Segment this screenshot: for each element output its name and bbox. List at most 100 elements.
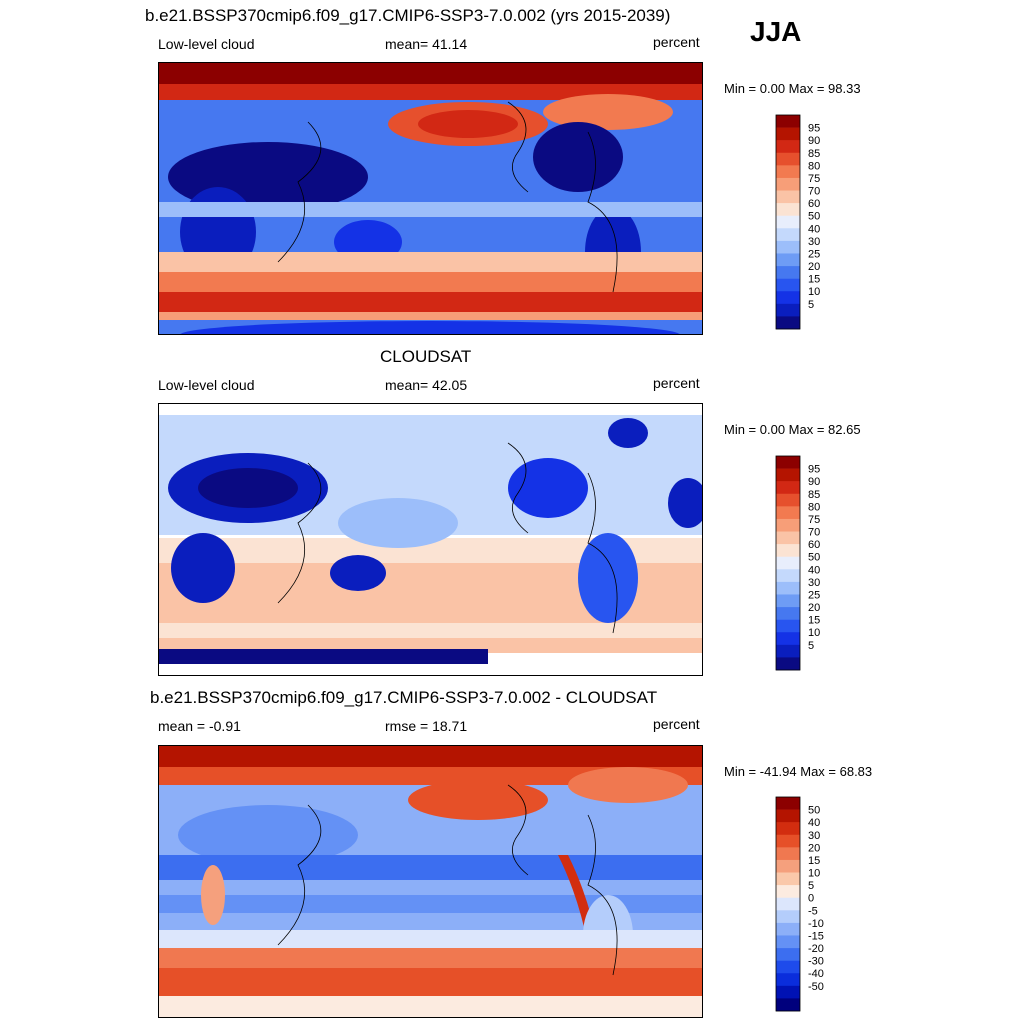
colorbar-swatch <box>776 809 800 823</box>
colorbar-swatch <box>776 797 800 810</box>
panel2-title: CLOUDSAT <box>380 347 472 366</box>
colorbar-tick-label: 70 <box>808 186 820 198</box>
colorbar-swatch <box>776 493 800 507</box>
colorbar-swatch <box>776 303 800 317</box>
colorbar-swatch <box>776 960 800 974</box>
colorbar-swatch <box>776 115 800 128</box>
panel1-minmax-label: Min = 0.00 Max = 98.33 <box>724 81 861 96</box>
colorbar-tick-label: 90 <box>808 135 820 147</box>
colorbar-swatch <box>776 291 800 305</box>
colorbar-tick-label: 60 <box>808 198 820 210</box>
panel2-minmax-label: Min = 0.00 Max = 82.65 <box>724 422 861 437</box>
colorbar-swatch <box>776 456 800 469</box>
colorbar-swatch <box>776 531 800 545</box>
colorbar-swatch <box>776 948 800 961</box>
panel1-title: b.e21.BSSP370cmip6.f09_g17.CMIP6-SSP3-7.… <box>145 6 671 25</box>
colorbar-swatch <box>776 822 800 836</box>
colorbar-swatch <box>776 885 800 899</box>
colorbar-tick-label: 30 <box>808 236 820 248</box>
colorbar-swatch <box>776 935 800 949</box>
colorbar-tick-label: -15 <box>808 930 824 942</box>
colorbar-swatch <box>776 834 800 848</box>
colorbar-swatch <box>776 872 800 886</box>
panel1-units-label: percent <box>653 34 700 50</box>
colorbar-tick-label: -10 <box>808 918 824 930</box>
colorbar-tick-label: 5 <box>808 640 814 652</box>
colorbar-tick-label: 10 <box>808 868 820 880</box>
colorbar-swatch <box>776 140 800 154</box>
panel3-mean-label: mean = -0.91 <box>158 718 241 734</box>
colorbar-tick-label: 40 <box>808 817 820 829</box>
colorbar-swatch <box>776 910 800 924</box>
colorbar-tick-label: 50 <box>808 805 820 817</box>
panel3-rmse-label: rmse = 18.71 <box>385 718 468 734</box>
panel2-units-label: percent <box>653 375 700 391</box>
panel3-minmax-label: Min = -41.94 Max = 68.83 <box>724 764 873 779</box>
colorbar-swatch <box>776 215 800 229</box>
colorbar-tick-label: 5 <box>808 880 814 892</box>
colorbar-tick-label: 70 <box>808 527 820 539</box>
colorbar-swatch <box>776 468 800 482</box>
colorbar-swatch <box>776 127 800 141</box>
colorbar-border <box>775 114 801 330</box>
colorbar-swatch <box>776 619 800 633</box>
colorbar-swatch <box>776 165 800 179</box>
colorbar-swatch <box>776 544 800 558</box>
colorbar-tick-label: 25 <box>808 589 820 601</box>
colorbar-swatch <box>776 556 800 570</box>
colorbar-tick-label: 95 <box>808 464 820 476</box>
colorbar-tick-label: 40 <box>808 564 820 576</box>
panel3-units-label: percent <box>653 716 700 732</box>
colorbar-swatch <box>776 897 800 911</box>
colorbar-swatch <box>776 644 800 658</box>
colorbar-swatch <box>776 922 800 936</box>
colorbar-tick-label: 85 <box>808 489 820 501</box>
colorbar-tick-label: -5 <box>808 905 818 917</box>
colorbar-swatch <box>776 253 800 267</box>
colorbar-tick-label: 75 <box>808 514 820 526</box>
colorbar-tick-label: 10 <box>808 286 820 298</box>
colorbar-swatch <box>776 985 800 999</box>
colorbar-swatch <box>776 506 800 520</box>
colorbar-swatch <box>776 518 800 532</box>
colorbar-tick-label: 80 <box>808 501 820 513</box>
colorbar-tick-label: 80 <box>808 160 820 172</box>
colorbar-swatch <box>776 190 800 204</box>
colorbar-tick-label: 20 <box>808 842 820 854</box>
colorbar-tick-label: 90 <box>808 476 820 488</box>
colorbar-swatch <box>776 607 800 620</box>
colorbar-tick-label: 30 <box>808 830 820 842</box>
colorbar-tick-label: 15 <box>808 274 820 286</box>
colorbar-tick-label: 60 <box>808 539 820 551</box>
colorbar-tick-label: 0 <box>808 893 814 905</box>
season-label: JJA <box>750 16 802 47</box>
panel3-title: b.e21.BSSP370cmip6.f09_g17.CMIP6-SSP3-7.… <box>150 688 658 707</box>
colorbar-tick-label: 20 <box>808 261 820 273</box>
colorbar-swatch <box>776 847 800 861</box>
panel1-map <box>158 62 703 335</box>
colorbar-swatch <box>776 278 800 292</box>
colorbar-swatch <box>776 240 800 254</box>
colorbar-swatch <box>776 266 800 279</box>
colorbar-tick-label: -20 <box>808 943 824 955</box>
colorbar-tick-label: 5 <box>808 299 814 311</box>
colorbar-tick-label: 75 <box>808 173 820 185</box>
colorbar-swatch <box>776 594 800 608</box>
colorbar-border <box>775 455 801 671</box>
panel1-variable-label: Low-level cloud <box>158 36 255 52</box>
colorbar-border <box>775 796 801 1012</box>
colorbar-swatch <box>776 569 800 583</box>
panel2-map <box>158 403 703 676</box>
colorbar-tick-label: 10 <box>808 627 820 639</box>
colorbar-swatch <box>776 973 800 987</box>
colorbar-swatch <box>776 177 800 191</box>
colorbar-swatch <box>776 203 800 217</box>
colorbar-tick-label: 15 <box>808 855 820 867</box>
colorbar-swatch <box>776 481 800 495</box>
colorbar-tick-label: -40 <box>808 968 824 980</box>
colorbar-tick-label: 50 <box>808 552 820 564</box>
colorbar-tick-label: -50 <box>808 981 824 993</box>
colorbar-tick-label: 30 <box>808 577 820 589</box>
